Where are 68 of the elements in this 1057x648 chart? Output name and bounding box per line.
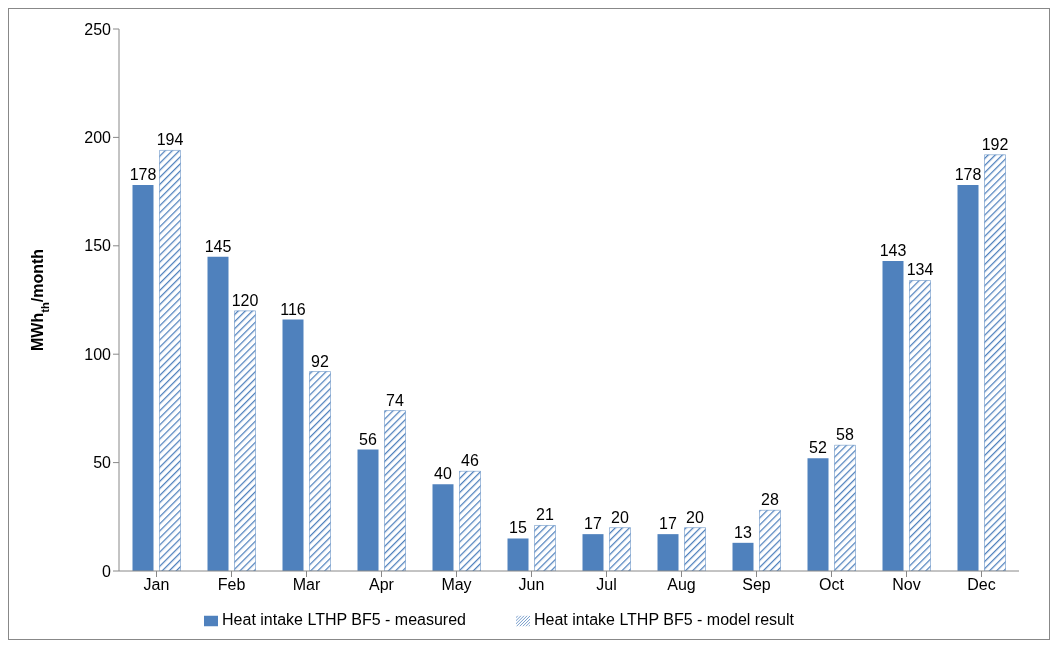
bar [357, 449, 379, 571]
data-label: 143 [879, 241, 907, 259]
data-label: 40 [434, 465, 452, 483]
bar [282, 319, 304, 571]
data-label: 192 [981, 135, 1009, 153]
y-tick-label: 50 [93, 454, 112, 472]
x-tick-label: Oct [819, 576, 845, 594]
bar [834, 445, 856, 571]
data-label: 116 [280, 300, 306, 318]
bar [684, 527, 706, 571]
bar [459, 471, 481, 571]
bar [957, 185, 979, 571]
bar [882, 260, 904, 571]
data-label: 120 [231, 291, 259, 309]
data-label: 17 [584, 515, 602, 533]
x-tick-label: Mar [292, 576, 321, 594]
y-tick-label: 150 [84, 237, 112, 255]
data-label: 194 [156, 131, 184, 149]
bar [507, 538, 529, 571]
bar [207, 256, 229, 571]
data-label: 46 [461, 452, 479, 470]
bar [807, 458, 829, 571]
x-tick-label: Feb [217, 576, 246, 594]
data-label: 20 [611, 508, 629, 526]
data-label: 56 [359, 430, 377, 448]
bar [909, 280, 931, 571]
x-tick-label: Apr [369, 576, 395, 594]
legend-label: Heat intake LTHP BF5 - model result [534, 611, 794, 628]
x-tick-label: Jun [518, 576, 545, 594]
bar [159, 150, 181, 571]
data-label: 28 [761, 491, 779, 509]
bar [309, 371, 331, 571]
x-tick-label: Jul [596, 576, 617, 594]
data-label: 52 [809, 439, 827, 457]
data-label: 20 [686, 508, 704, 526]
data-label: 145 [204, 237, 232, 255]
data-label: 92 [311, 352, 329, 370]
bar [732, 542, 754, 571]
bar [132, 185, 154, 571]
data-label: 178 [954, 166, 982, 184]
bar [432, 484, 454, 571]
data-label: 134 [906, 261, 934, 279]
x-tick-label: Dec [967, 576, 996, 594]
x-tick-label: Aug [667, 576, 696, 594]
bar [657, 534, 679, 571]
bar [234, 310, 256, 571]
data-label: 15 [509, 519, 527, 537]
bar [984, 154, 1006, 571]
data-label: 21 [536, 506, 554, 524]
bar [534, 525, 556, 571]
bar [384, 410, 406, 571]
data-label: 178 [129, 166, 157, 184]
y-tick-label: 0 [102, 562, 112, 580]
bar [609, 527, 631, 571]
x-tick-label: Sep [742, 576, 771, 594]
y-tick-label: 100 [84, 345, 112, 363]
x-tick-label: May [441, 576, 472, 594]
x-tick-label: Nov [892, 576, 921, 594]
data-label: 74 [386, 391, 404, 409]
y-tick-label: 250 [84, 20, 112, 38]
data-label: 17 [659, 515, 677, 533]
bar [582, 534, 604, 571]
bar [759, 510, 781, 571]
y-tick-label: 200 [84, 129, 112, 147]
legend-label: Heat intake LTHP BF5 - measured [222, 611, 466, 628]
data-label: 58 [836, 426, 854, 444]
data-label: 13 [734, 523, 752, 541]
x-tick-label: Jan [143, 576, 170, 594]
